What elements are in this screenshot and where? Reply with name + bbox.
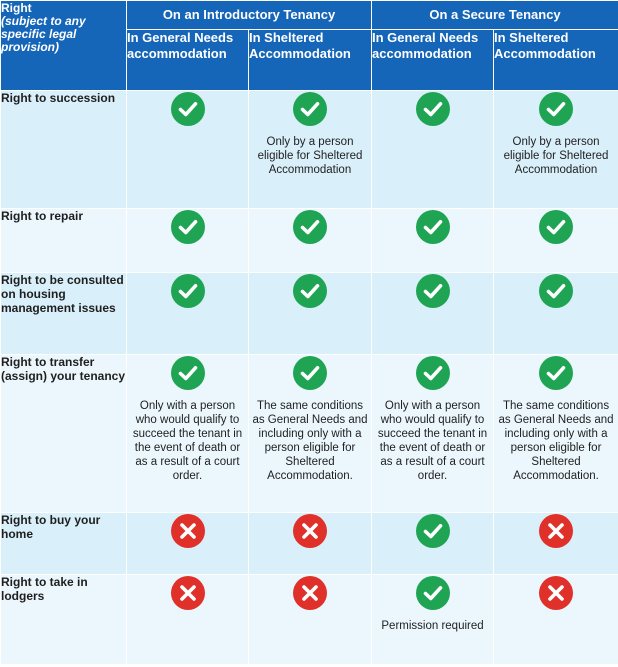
- cross-icon: [249, 575, 371, 611]
- check-icon: [249, 273, 371, 309]
- table-cell: [126, 512, 249, 575]
- row-label: Right to transfer (assign) your tenancy: [0, 354, 127, 513]
- check-icon: [249, 209, 371, 245]
- cell-note: Only with a person who would qualify to …: [132, 400, 243, 482]
- group-header-secure: On a Secure Tenancy: [371, 0, 618, 30]
- table-cell: [371, 272, 495, 355]
- check-icon: [372, 273, 493, 309]
- cross-icon: [249, 513, 371, 549]
- check-icon: [372, 355, 493, 391]
- check-icon: [127, 273, 248, 309]
- right-header-subtitle: (subject to any specific legal provision…: [1, 14, 86, 54]
- cell-note: Only with a person who would qualify to …: [377, 400, 488, 482]
- table-row: Right to succession Only by a person elig…: [0, 90, 618, 209]
- table-cell: [371, 208, 495, 273]
- table-cell: [126, 208, 249, 273]
- check-icon: [249, 355, 371, 391]
- row-label: Right to buy your home: [0, 512, 127, 575]
- table-row: Right to be consulted on housing managem…: [0, 272, 618, 355]
- table-cell: [126, 272, 249, 355]
- table-cell: [247, 272, 373, 355]
- subheader-intro-general: In General Needs accommodation: [126, 29, 249, 91]
- row-label: Right to take in lodgers: [0, 574, 127, 665]
- table-cell: [493, 208, 618, 273]
- check-icon: [127, 355, 248, 391]
- check-icon: [494, 355, 618, 391]
- table-cell: Only with a person who would qualify to …: [371, 354, 495, 513]
- check-icon: [372, 209, 493, 245]
- check-icon: [127, 91, 248, 127]
- subheader-intro-sheltered: In Sheltered Accommodation: [247, 29, 373, 91]
- check-icon: [494, 91, 618, 127]
- table-cell: [493, 512, 618, 575]
- check-icon: [249, 91, 371, 127]
- cross-icon: [127, 513, 248, 549]
- check-icon: [127, 209, 248, 245]
- table-cell: Only with a person who would qualify to …: [126, 354, 249, 513]
- table-cell: [493, 272, 618, 355]
- cross-icon: [127, 575, 248, 611]
- right-header-title: Right: [1, 1, 32, 15]
- table-cell: [247, 208, 373, 273]
- table-cell: [371, 512, 495, 575]
- subheader-secure-general: In General Needs accommodation: [371, 29, 495, 91]
- check-icon: [494, 209, 618, 245]
- check-icon: [494, 273, 618, 309]
- table-cell: [126, 574, 249, 665]
- table-row: Right to transfer (assign) your tenancy O…: [0, 354, 618, 513]
- table-cell: [247, 512, 373, 575]
- check-icon: [372, 575, 493, 611]
- table-cell: [371, 90, 495, 209]
- cross-icon: [494, 575, 618, 611]
- table-cell: Only by a person eligible for Sheltered …: [493, 90, 618, 209]
- row-label: Right to succession: [0, 90, 127, 209]
- cell-note: The same conditions as General Needs and…: [252, 400, 368, 482]
- cell-note: Only by a person eligible for Sheltered …: [503, 136, 609, 176]
- table-body: Right to succession Only by a person elig…: [0, 90, 618, 665]
- check-icon: [372, 513, 493, 549]
- table-cell: Only by a person eligible for Sheltered …: [247, 90, 373, 209]
- table-row: Right to buy your home: [0, 512, 618, 575]
- cell-note: The same conditions as General Needs and…: [498, 400, 614, 482]
- cell-note: Only by a person eligible for Sheltered …: [257, 136, 363, 176]
- row-label: Right to be consulted on housing managem…: [0, 272, 127, 355]
- subheader-secure-sheltered: In Sheltered Accommodation: [493, 29, 618, 91]
- table-cell: [247, 574, 373, 665]
- table-cell: Permission required: [371, 574, 495, 665]
- group-header-introductory: On an Introductory Tenancy: [125, 0, 373, 30]
- cell-note: Permission required: [381, 620, 484, 632]
- cross-icon: [494, 513, 618, 549]
- row-label: Right to repair: [0, 208, 127, 273]
- table-cell: [126, 90, 249, 209]
- table-row: Right to take in lodgers Permission requi…: [0, 574, 618, 665]
- table-cell: The same conditions as General Needs and…: [493, 354, 618, 513]
- right-column-header: Right (subject to any specific legal pro…: [0, 0, 127, 91]
- table-cell: [493, 574, 618, 665]
- check-icon: [372, 91, 493, 127]
- table-row: Right to repair: [0, 208, 618, 273]
- table-cell: The same conditions as General Needs and…: [247, 354, 373, 513]
